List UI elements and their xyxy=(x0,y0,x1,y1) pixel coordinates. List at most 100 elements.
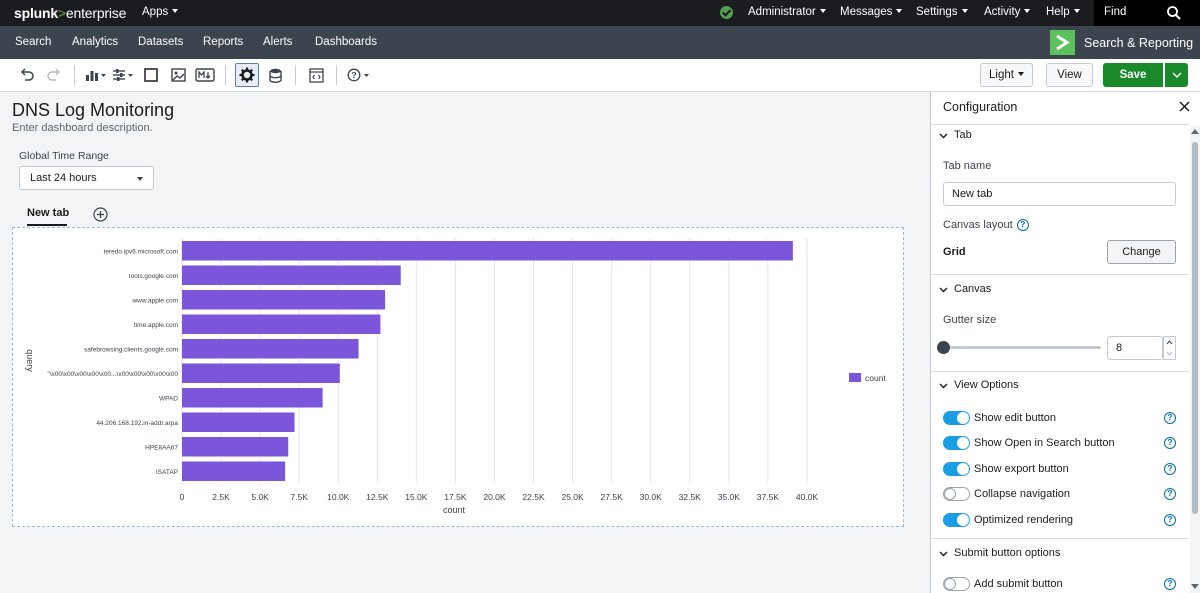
add-input-button[interactable] xyxy=(111,64,135,86)
nav-alerts[interactable]: Alerts xyxy=(263,36,293,48)
toggle-row-show-edit[interactable]: Show edit button ? xyxy=(943,410,1176,426)
help-icon[interactable]: ? xyxy=(1164,463,1176,475)
help-icon[interactable]: ? xyxy=(1164,578,1176,590)
nav-reports[interactable]: Reports xyxy=(203,36,244,48)
add-tab-icon[interactable] xyxy=(93,207,108,222)
add-markdown-button[interactable] xyxy=(194,64,216,86)
gear-icon xyxy=(239,67,255,83)
search-icon[interactable] xyxy=(1166,5,1182,21)
time-input-label: Global Time Range xyxy=(19,150,109,162)
gutter-size-input[interactable]: 8 xyxy=(1107,336,1163,360)
messages-menu[interactable]: Messages xyxy=(840,6,903,18)
tab-section-header[interactable]: Tab xyxy=(939,129,972,141)
undo-button[interactable] xyxy=(17,64,37,86)
nav-search[interactable]: Search xyxy=(15,36,52,48)
view-options-section-label: View Options xyxy=(954,379,1019,391)
view-button[interactable]: View xyxy=(1046,63,1093,87)
divider xyxy=(931,371,1189,372)
gutter-slider[interactable] xyxy=(943,346,1101,349)
tab-new-tab[interactable]: New tab xyxy=(27,207,70,219)
optimized-rendering-toggle[interactable] xyxy=(943,513,970,527)
redo-button[interactable] xyxy=(44,64,64,86)
app-nav-bar: Search Analytics Datasets Reports Alerts… xyxy=(0,26,1200,59)
data-sources-button[interactable] xyxy=(266,64,284,86)
panel-scrollbar[interactable] xyxy=(1190,126,1200,593)
activity-menu[interactable]: Activity xyxy=(984,6,1031,18)
show-open-in-search-toggle[interactable] xyxy=(943,436,970,450)
toggle-row-optimized-rendering[interactable]: Optimized rendering ? xyxy=(943,512,1176,528)
apps-menu[interactable]: Apps xyxy=(142,6,179,18)
nav-analytics[interactable]: Analytics xyxy=(72,36,119,48)
dashboard-description[interactable]: Enter dashboard description. xyxy=(12,122,153,134)
canvas-section-header[interactable]: Canvas xyxy=(939,283,991,295)
health-status-icon[interactable] xyxy=(720,6,733,19)
administrator-menu-label: Administrator xyxy=(748,6,816,18)
bar-chart: 0 2.5K 5.0K 7.5K 10.0K 12.5K 15.0K 17.5K 20.0K 22… xyxy=(25,238,886,515)
show-edit-toggle[interactable] xyxy=(943,411,970,425)
toggle-row-show-open-in-search[interactable]: Show Open in Search button ? xyxy=(943,435,1176,451)
help-icon[interactable]: ? xyxy=(1016,219,1029,231)
scroll-up-icon[interactable] xyxy=(1191,129,1199,134)
add-chart-button[interactable] xyxy=(84,64,108,86)
legend-swatch xyxy=(849,373,861,382)
show-export-toggle[interactable] xyxy=(943,462,970,476)
chart-panel[interactable]: 0 2.5K 5.0K 7.5K 10.0K 12.5K 15.0K 17.5K 20.0K 22… xyxy=(12,227,904,527)
splunk-logo[interactable]: splunk>enterprise xyxy=(14,5,126,21)
tab-name-input[interactable]: New tab xyxy=(943,182,1176,206)
logo-main-text: splunk xyxy=(14,5,58,21)
add-rectangle-button[interactable] xyxy=(142,64,160,86)
toggle-label: Add submit button xyxy=(974,578,1063,590)
save-button[interactable]: Save xyxy=(1103,63,1163,87)
scrollbar-thumb[interactable] xyxy=(1192,142,1198,514)
view-options-section-header[interactable]: View Options xyxy=(939,379,1019,391)
bar xyxy=(182,265,401,285)
help-button[interactable]: ? xyxy=(346,64,372,86)
database-icon xyxy=(268,68,282,83)
time-range-dropdown[interactable]: Last 24 hours xyxy=(19,166,154,190)
source-code-button[interactable] xyxy=(307,64,325,86)
submit-options-section-header[interactable]: Submit button options xyxy=(939,547,1060,559)
collapse-navigation-toggle[interactable] xyxy=(943,487,970,501)
stepper-arrows-icon[interactable] xyxy=(1163,336,1176,360)
help-icon[interactable]: ? xyxy=(1164,437,1176,449)
y-tick-label: www.apple.com xyxy=(131,297,178,304)
x-tick-label: 40.0K xyxy=(796,492,819,502)
app-name[interactable]: Search & Reporting xyxy=(1084,36,1194,50)
toggle-row-add-submit[interactable]: Add submit button ? xyxy=(943,576,1176,592)
nav-dashboards[interactable]: Dashboards xyxy=(315,36,378,48)
x-tick-label: 30.0K xyxy=(640,492,663,502)
chevron-down-icon xyxy=(1073,8,1080,13)
add-submit-toggle[interactable] xyxy=(943,577,970,591)
scroll-down-icon[interactable] xyxy=(1191,584,1199,589)
settings-menu[interactable]: Settings xyxy=(916,6,968,18)
nav-datasets[interactable]: Datasets xyxy=(138,36,184,48)
add-image-button[interactable] xyxy=(169,64,187,86)
close-icon[interactable] xyxy=(1179,101,1190,112)
x-tick-label: 2.5K xyxy=(212,492,230,502)
bar xyxy=(182,461,286,481)
toggle-row-show-export[interactable]: Show export button ? xyxy=(943,461,1176,477)
messages-menu-label: Messages xyxy=(840,6,893,18)
find-input[interactable]: Find xyxy=(1094,0,1200,26)
theme-dropdown[interactable]: Light xyxy=(980,63,1033,87)
toggle-knob xyxy=(944,578,956,590)
x-tick-label: 37.5K xyxy=(757,492,780,502)
gutter-size-label: Gutter size xyxy=(943,314,997,326)
x-tick-label: 12.5K xyxy=(366,492,389,502)
gutter-slider-handle[interactable] xyxy=(937,341,950,354)
y-tick-label: 44.206.168.192.in-addr.arpa xyxy=(96,420,178,427)
help-icon[interactable]: ? xyxy=(1164,412,1176,424)
help-icon[interactable]: ? xyxy=(1164,488,1176,500)
toggle-row-collapse-navigation[interactable]: Collapse navigation ? xyxy=(943,486,1176,502)
help-icon[interactable]: ? xyxy=(1164,514,1176,526)
square-icon xyxy=(144,68,158,82)
save-options-button[interactable] xyxy=(1164,63,1188,87)
bar xyxy=(182,314,381,334)
x-tick-label: 7.5K xyxy=(290,492,308,502)
configuration-button[interactable] xyxy=(235,63,259,87)
chevron-down-icon xyxy=(1171,72,1182,78)
administrator-menu[interactable]: Administrator xyxy=(748,6,826,18)
change-layout-button[interactable]: Change xyxy=(1107,240,1176,264)
help-menu[interactable]: Help xyxy=(1046,6,1080,18)
dashboard-title[interactable]: DNS Log Monitoring xyxy=(12,100,175,120)
